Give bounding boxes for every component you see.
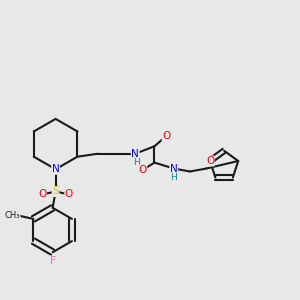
Text: O: O xyxy=(65,190,73,200)
Text: O: O xyxy=(162,131,170,141)
Text: H: H xyxy=(170,173,177,182)
Text: H: H xyxy=(133,158,140,166)
Text: CH₃: CH₃ xyxy=(4,212,20,220)
Text: O: O xyxy=(206,156,214,166)
Text: N: N xyxy=(131,149,139,159)
Text: S: S xyxy=(52,187,59,196)
Text: N: N xyxy=(170,164,178,173)
Text: N: N xyxy=(52,164,59,174)
Text: O: O xyxy=(139,165,147,175)
Text: F: F xyxy=(50,256,56,266)
Text: O: O xyxy=(38,190,46,200)
